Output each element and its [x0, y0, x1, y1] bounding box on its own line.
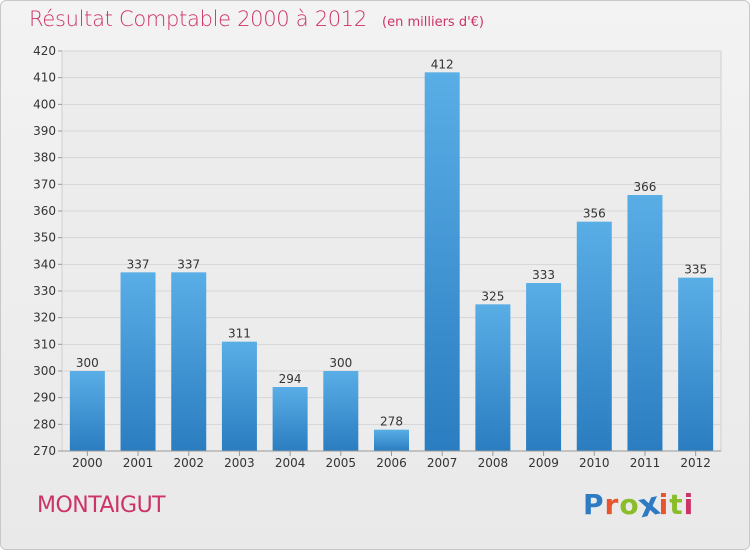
y-tick-label: 370: [33, 177, 56, 191]
logo-letter: r: [604, 488, 620, 521]
chart-unit: (en milliers d'€): [382, 15, 484, 30]
chart-title: Résultat Comptable 2000 à 2012: [29, 7, 367, 31]
bar-2011: [627, 195, 663, 451]
data-label-2011: 366: [634, 180, 657, 194]
data-label-2002: 337: [177, 257, 200, 271]
y-tick-label: 340: [33, 257, 56, 271]
bar-2006: [374, 429, 409, 451]
x-tick-label-2012: 2012: [680, 456, 711, 470]
y-tick-label: 360: [33, 204, 56, 218]
x-tick-label-2005: 2005: [326, 456, 357, 470]
bars: [69, 72, 714, 451]
bar-2012: [678, 277, 714, 451]
title-row: Résultat Comptable 2000 à 2012 (en milli…: [29, 7, 484, 31]
y-tick-label: 300: [33, 364, 56, 378]
x-tick-label-2002: 2002: [173, 456, 204, 470]
y-tick-label: 290: [33, 391, 56, 405]
y-tick-label: 420: [33, 44, 56, 58]
x-tick-label-2000: 2000: [72, 456, 103, 470]
y-tick-label: 410: [33, 71, 56, 85]
data-label-2003: 311: [228, 327, 251, 341]
data-label-2010: 356: [583, 207, 606, 221]
place-name: MONTAIGUT: [37, 493, 166, 518]
data-label-2007: 412: [431, 57, 454, 71]
y-tick-label: 280: [33, 417, 56, 431]
x-axis: 2000 2001 2002 2003 2004 2005 2006 2007 2008 2009…: [62, 450, 721, 470]
x-tick-label-2004: 2004: [275, 456, 306, 470]
proxiti-logo[interactable]: Proxiti: [583, 484, 695, 526]
bar-2003: [221, 341, 257, 451]
y-tick-label: 310: [33, 337, 56, 351]
x-tick-label-2008: 2008: [478, 456, 509, 470]
bar-2000: [69, 371, 105, 451]
bar-2009: [526, 283, 562, 451]
logo-letter: P: [583, 488, 605, 521]
data-label-2006: 278: [380, 415, 403, 429]
plot-area: [61, 50, 722, 452]
y-tick-label: 350: [33, 231, 56, 245]
logo-letter: o: [619, 488, 640, 521]
y-tick-label: 400: [33, 97, 56, 111]
data-label-2004: 294: [279, 372, 302, 386]
logo-letter: i: [683, 488, 695, 521]
data-label-2008: 325: [481, 289, 504, 303]
x-tick-label-2006: 2006: [376, 456, 407, 470]
bar-2002: [171, 272, 207, 451]
y-axis: 270 280 290 300 310 320 330 340 350 360 370 380 390 4…: [33, 44, 62, 458]
bar-2004: [272, 387, 308, 451]
x-tick-label-2010: 2010: [579, 456, 610, 470]
y-tick-label: 380: [33, 151, 56, 165]
data-label-2009: 333: [532, 268, 555, 282]
x-tick-label-2011: 2011: [630, 456, 661, 470]
x-tick-label-2007: 2007: [427, 456, 458, 470]
logo-letter: t: [669, 488, 684, 521]
data-label-2012: 335: [684, 263, 707, 277]
bar-2005: [323, 371, 359, 451]
x-tick-label-2001: 2001: [123, 456, 154, 470]
data-label-2000: 300: [76, 356, 99, 370]
bar-2010: [576, 221, 612, 451]
data-labels: 300 337 337 311 294 300 278 412 325 333 356 366 335: [76, 57, 707, 428]
y-tick-label: 390: [33, 124, 56, 138]
y-tick-label: 270: [33, 444, 56, 458]
x-tick-label-2003: 2003: [224, 456, 255, 470]
bar-2001: [120, 272, 156, 451]
logo-letter: i: [658, 488, 670, 521]
data-label-2005: 300: [329, 356, 352, 370]
bar-2008: [475, 304, 511, 451]
y-tick-label: 330: [33, 284, 56, 298]
x-tick-label-2009: 2009: [528, 456, 559, 470]
bar-2007: [424, 72, 460, 451]
y-tick-label: 320: [33, 311, 56, 325]
data-label-2001: 337: [127, 257, 150, 271]
